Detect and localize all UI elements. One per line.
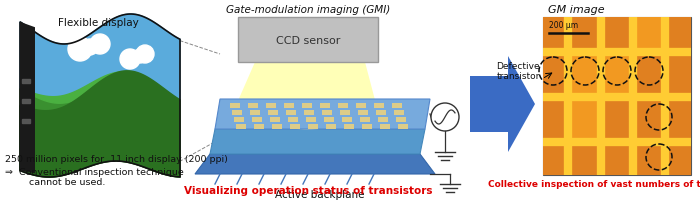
Polygon shape bbox=[543, 18, 691, 175]
Polygon shape bbox=[230, 63, 380, 119]
Polygon shape bbox=[232, 110, 242, 115]
Polygon shape bbox=[604, 56, 630, 95]
Polygon shape bbox=[322, 110, 332, 115]
Circle shape bbox=[68, 38, 92, 62]
Text: GM image: GM image bbox=[548, 5, 605, 15]
Ellipse shape bbox=[268, 105, 348, 130]
Polygon shape bbox=[238, 18, 378, 63]
Polygon shape bbox=[668, 145, 691, 175]
Polygon shape bbox=[636, 145, 662, 175]
Polygon shape bbox=[604, 100, 630, 139]
Polygon shape bbox=[254, 124, 264, 129]
Polygon shape bbox=[636, 56, 662, 95]
Circle shape bbox=[82, 40, 98, 56]
Text: Defective
transistor: Defective transistor bbox=[496, 62, 540, 81]
Circle shape bbox=[136, 46, 154, 64]
Polygon shape bbox=[356, 103, 366, 108]
Polygon shape bbox=[230, 103, 240, 108]
Polygon shape bbox=[571, 145, 598, 175]
Polygon shape bbox=[571, 18, 598, 50]
Polygon shape bbox=[543, 56, 565, 95]
Polygon shape bbox=[543, 145, 565, 175]
Polygon shape bbox=[308, 124, 318, 129]
Polygon shape bbox=[20, 15, 180, 104]
Polygon shape bbox=[571, 100, 598, 139]
Polygon shape bbox=[320, 103, 330, 108]
Polygon shape bbox=[20, 73, 180, 104]
Circle shape bbox=[120, 50, 140, 70]
Polygon shape bbox=[396, 117, 406, 122]
Text: 250 million pixels for  11 inch display (200 ppi): 250 million pixels for 11 inch display (… bbox=[5, 154, 228, 163]
Polygon shape bbox=[604, 18, 630, 50]
Polygon shape bbox=[268, 110, 278, 115]
Polygon shape bbox=[571, 56, 598, 95]
Polygon shape bbox=[376, 110, 386, 115]
Polygon shape bbox=[636, 100, 662, 139]
Bar bbox=[22, 80, 30, 84]
Polygon shape bbox=[20, 81, 180, 177]
Bar bbox=[22, 119, 30, 123]
Polygon shape bbox=[470, 57, 535, 152]
Polygon shape bbox=[286, 110, 296, 115]
Text: ⇒  Conventional inspection technique
        cannot be used.: ⇒ Conventional inspection technique cann… bbox=[5, 167, 183, 186]
Polygon shape bbox=[195, 154, 435, 174]
Polygon shape bbox=[398, 124, 408, 129]
Polygon shape bbox=[543, 18, 565, 50]
Polygon shape bbox=[234, 117, 244, 122]
Polygon shape bbox=[543, 100, 565, 139]
Circle shape bbox=[133, 50, 147, 64]
Polygon shape bbox=[668, 18, 691, 50]
Polygon shape bbox=[284, 103, 294, 108]
Polygon shape bbox=[338, 103, 348, 108]
Polygon shape bbox=[360, 117, 370, 122]
Polygon shape bbox=[210, 129, 425, 154]
Polygon shape bbox=[362, 124, 372, 129]
Polygon shape bbox=[668, 100, 691, 139]
Text: Active backplane: Active backplane bbox=[275, 189, 365, 199]
Text: Collective inspection of vast numbers of transistor: Collective inspection of vast numbers of… bbox=[488, 179, 700, 188]
Polygon shape bbox=[636, 18, 662, 50]
Polygon shape bbox=[571, 56, 598, 95]
Polygon shape bbox=[252, 117, 262, 122]
Polygon shape bbox=[20, 71, 180, 177]
Polygon shape bbox=[306, 117, 316, 122]
Polygon shape bbox=[290, 124, 300, 129]
Polygon shape bbox=[288, 117, 298, 122]
Polygon shape bbox=[374, 103, 384, 108]
Polygon shape bbox=[250, 110, 260, 115]
Polygon shape bbox=[380, 124, 390, 129]
Text: 200 μm: 200 μm bbox=[549, 21, 578, 30]
Polygon shape bbox=[636, 18, 662, 50]
Text: Flexible display: Flexible display bbox=[58, 18, 139, 28]
Polygon shape bbox=[344, 124, 354, 129]
Polygon shape bbox=[604, 56, 630, 95]
Polygon shape bbox=[20, 23, 35, 174]
Polygon shape bbox=[302, 103, 312, 108]
Polygon shape bbox=[378, 117, 388, 122]
Text: Gate-modulation imaging (GMI): Gate-modulation imaging (GMI) bbox=[226, 5, 390, 15]
Text: CCD sensor: CCD sensor bbox=[276, 35, 340, 45]
Polygon shape bbox=[266, 103, 276, 108]
Polygon shape bbox=[304, 110, 314, 115]
Circle shape bbox=[90, 35, 110, 55]
Polygon shape bbox=[236, 124, 246, 129]
Polygon shape bbox=[342, 117, 352, 122]
Polygon shape bbox=[668, 56, 691, 95]
Polygon shape bbox=[392, 103, 402, 108]
Polygon shape bbox=[324, 117, 334, 122]
Polygon shape bbox=[571, 100, 598, 139]
Polygon shape bbox=[270, 117, 280, 122]
Polygon shape bbox=[358, 110, 368, 115]
Polygon shape bbox=[326, 124, 336, 129]
Bar bbox=[22, 100, 30, 103]
Circle shape bbox=[431, 103, 459, 131]
Text: Visualizing operation status of transistors: Visualizing operation status of transist… bbox=[183, 185, 433, 195]
Polygon shape bbox=[394, 110, 404, 115]
Polygon shape bbox=[248, 103, 258, 108]
Polygon shape bbox=[604, 145, 630, 175]
Polygon shape bbox=[340, 110, 350, 115]
Polygon shape bbox=[272, 124, 282, 129]
Polygon shape bbox=[215, 100, 430, 129]
